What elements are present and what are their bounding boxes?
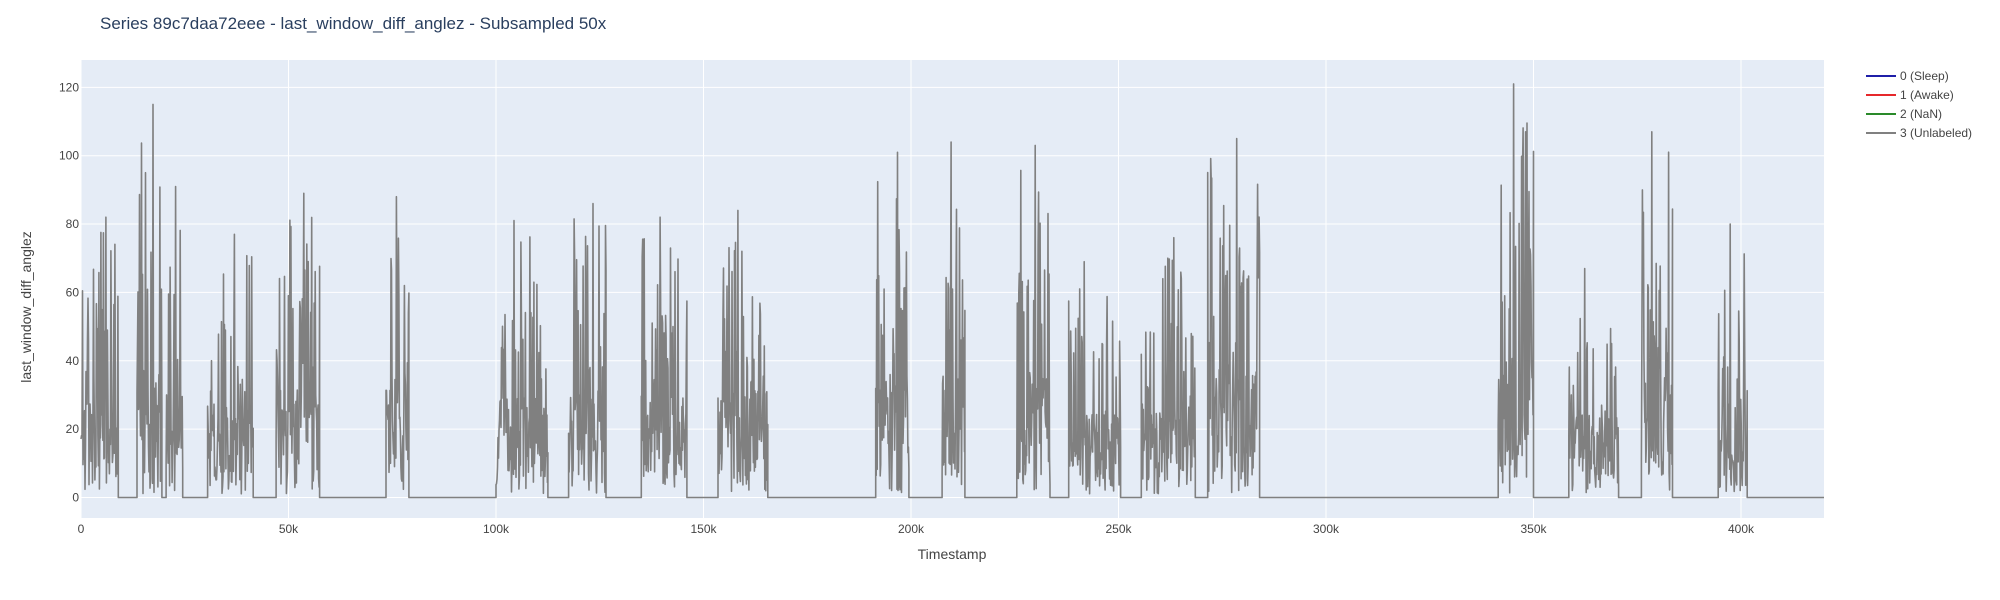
y-tick-label: 120 <box>59 80 79 94</box>
legend-label: 0 (Sleep) <box>1900 69 1949 83</box>
legend-item[interactable]: 3 (Unlabeled) <box>1866 126 1972 140</box>
x-tick-label: 100k <box>483 522 510 536</box>
y-tick-label: 20 <box>66 422 80 436</box>
legend-item[interactable]: 1 (Awake) <box>1866 88 1954 102</box>
x-axis-title: Timestamp <box>918 546 987 562</box>
y-tick-label: 60 <box>66 285 80 299</box>
series-line-unlabeled <box>80 83 1824 499</box>
x-tick-label: 300k <box>1313 522 1340 536</box>
legend-label: 1 (Awake) <box>1900 88 1954 102</box>
y-tick-label: 40 <box>66 354 80 368</box>
y-tick-label: 100 <box>59 149 79 163</box>
legend-item[interactable]: 2 (NaN) <box>1866 107 1942 121</box>
x-tick-label: 200k <box>898 522 925 536</box>
y-tick-label: 0 <box>72 490 79 504</box>
x-tick-label: 250k <box>1105 522 1132 536</box>
legend-item[interactable]: 0 (Sleep) <box>1866 69 1949 83</box>
y-tick-label: 80 <box>66 217 80 231</box>
chart-title: Series 89c7daa72eee - last_window_diff_a… <box>100 14 607 33</box>
ticks: 0 50k 100k 150k 200k 250k 300k 350k 400k 0 20 40 60 8… <box>59 80 1755 536</box>
x-tick-label: 400k <box>1728 522 1755 536</box>
y-axis-title: last_window_diff_anglez <box>18 231 34 383</box>
series-lines <box>80 83 1824 499</box>
x-tick-label: 150k <box>690 522 717 536</box>
legend-label: 2 (NaN) <box>1900 107 1942 121</box>
x-tick-label: 350k <box>1520 522 1547 536</box>
x-tick-label: 50k <box>279 522 299 536</box>
legend-label: 3 (Unlabeled) <box>1900 126 1972 140</box>
x-tick-label: 0 <box>78 522 85 536</box>
legend[interactable]: 0 (Sleep) 1 (Awake) 2 (NaN) 3 (Unlabeled) <box>1866 69 1972 140</box>
